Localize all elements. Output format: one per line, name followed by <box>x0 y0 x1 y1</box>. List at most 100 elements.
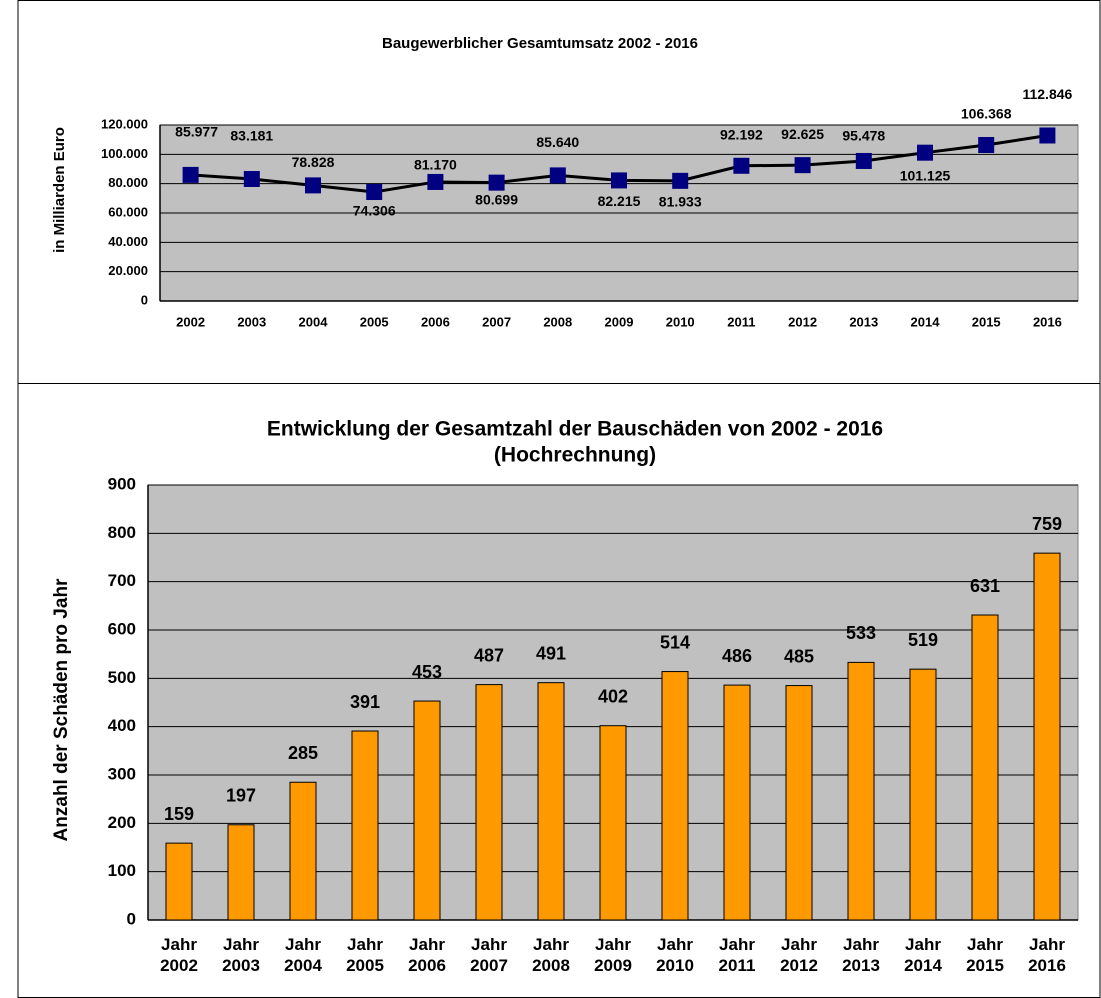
x-tick-label: Jahr 2016 <box>1028 935 1066 975</box>
x-tick-label: Jahr 2009 <box>594 935 632 975</box>
y-tick-label: 120.000 <box>101 116 148 131</box>
bar <box>413 700 441 921</box>
marker <box>243 171 260 188</box>
x-tick-label: 2005 <box>360 314 389 329</box>
data-label: 159 <box>164 804 194 824</box>
y-tick-label: 80.000 <box>108 175 148 190</box>
x-tick-label: Jahr 2013 <box>842 935 880 975</box>
data-label: 285 <box>288 743 318 763</box>
bar <box>661 671 689 921</box>
x-tick-label: 2016 <box>1033 314 1062 329</box>
data-label: 83.181 <box>230 128 273 144</box>
marker <box>182 166 199 183</box>
data-label: 759 <box>1032 514 1062 534</box>
data-label: 514 <box>660 632 690 652</box>
y-tick-label: 500 <box>108 668 136 687</box>
data-label: 491 <box>536 643 566 663</box>
x-tick-label: 2007 <box>482 314 511 329</box>
data-label: 519 <box>908 630 938 650</box>
data-label: 82.215 <box>598 193 641 209</box>
x-tick-label: 2006 <box>421 314 450 329</box>
x-tick-label: Jahr 2003 <box>222 935 260 975</box>
y-tick-label: 300 <box>108 764 136 783</box>
x-tick-label: 2015 <box>972 314 1001 329</box>
chart-title: Entwicklung der Gesamtzahl der Bauschäde… <box>267 418 883 441</box>
x-tick-label: 2013 <box>849 314 878 329</box>
y-tick-label: 60.000 <box>108 204 148 219</box>
marker <box>1039 127 1056 144</box>
y-tick-label: 700 <box>108 571 136 590</box>
y-tick-label: 600 <box>108 619 136 638</box>
data-label: 631 <box>970 576 1000 596</box>
y-tick-label: 20.000 <box>108 263 148 278</box>
data-label: 81.170 <box>414 157 457 173</box>
y-axis-label: Anzahl der Schäden pro Jahr <box>51 578 72 841</box>
marker <box>305 177 321 194</box>
x-tick-label: 2003 <box>237 314 266 329</box>
marker <box>366 184 383 201</box>
y-axis-label: in Milliarden Euro <box>51 127 68 253</box>
data-label: 485 <box>784 646 814 666</box>
x-tick-label: Jahr 2008 <box>532 935 570 975</box>
x-tick-label: 2002 <box>176 314 205 329</box>
y-tick-label: 200 <box>108 813 136 832</box>
data-label: 486 <box>722 646 752 666</box>
x-tick-label: 2012 <box>788 314 817 329</box>
data-label: 533 <box>846 623 876 643</box>
bar <box>971 614 999 921</box>
data-label: 112.846 <box>1022 86 1072 102</box>
bar <box>165 842 193 921</box>
marker <box>549 167 566 184</box>
x-tick-label: 2008 <box>543 314 572 329</box>
data-label: 85.640 <box>536 134 579 150</box>
x-tick-label: 2004 <box>299 314 329 329</box>
marker <box>488 174 505 191</box>
data-label: 453 <box>412 662 442 682</box>
y-tick-label: 400 <box>108 716 136 735</box>
x-tick-label: Jahr 2012 <box>780 935 818 975</box>
data-label: 95.478 <box>842 128 885 144</box>
bar <box>1033 552 1061 921</box>
marker <box>855 152 872 169</box>
bar <box>351 730 379 921</box>
data-label: 85.977 <box>175 124 218 140</box>
y-tick-label: 900 <box>108 474 136 493</box>
data-label: 402 <box>598 686 628 706</box>
data-label: 101.125 <box>900 167 951 183</box>
data-label: 106.368 <box>961 106 1012 122</box>
data-label: 80.699 <box>475 191 518 207</box>
marker <box>733 157 750 174</box>
marker <box>917 144 933 161</box>
bar <box>537 682 565 921</box>
chart-subtitle: (Hochrechnung) <box>494 444 656 467</box>
y-tick-label: 100 <box>108 861 136 880</box>
bar <box>909 668 937 921</box>
marker <box>427 173 444 190</box>
data-label: 197 <box>226 786 256 806</box>
y-tick-label: 100.000 <box>101 146 148 161</box>
marker <box>672 172 689 189</box>
marker <box>978 136 995 153</box>
data-label: 78.828 <box>292 154 335 170</box>
y-tick-label: 0 <box>141 292 148 307</box>
x-tick-label: Jahr 2002 <box>160 935 198 975</box>
x-tick-label: 2014 <box>911 314 941 329</box>
data-label: 92.625 <box>781 126 824 142</box>
x-tick-label: 2011 <box>727 314 755 329</box>
x-tick-label: 2010 <box>666 314 695 329</box>
x-tick-label: Jahr 2010 <box>656 935 694 975</box>
x-tick-label: Jahr 2005 <box>346 935 384 975</box>
y-tick-label: 0 <box>127 909 136 928</box>
x-tick-label: Jahr 2015 <box>966 935 1004 975</box>
x-tick-label: Jahr 2014 <box>904 935 942 975</box>
bar <box>227 824 255 921</box>
data-label: 391 <box>350 692 380 712</box>
y-tick-label: 40.000 <box>108 234 148 249</box>
x-tick-label: Jahr 2007 <box>470 935 508 975</box>
x-tick-label: 2009 <box>605 314 634 329</box>
data-label: 81.933 <box>659 194 702 210</box>
bar <box>723 684 751 921</box>
x-tick-label: Jahr 2006 <box>408 935 446 975</box>
